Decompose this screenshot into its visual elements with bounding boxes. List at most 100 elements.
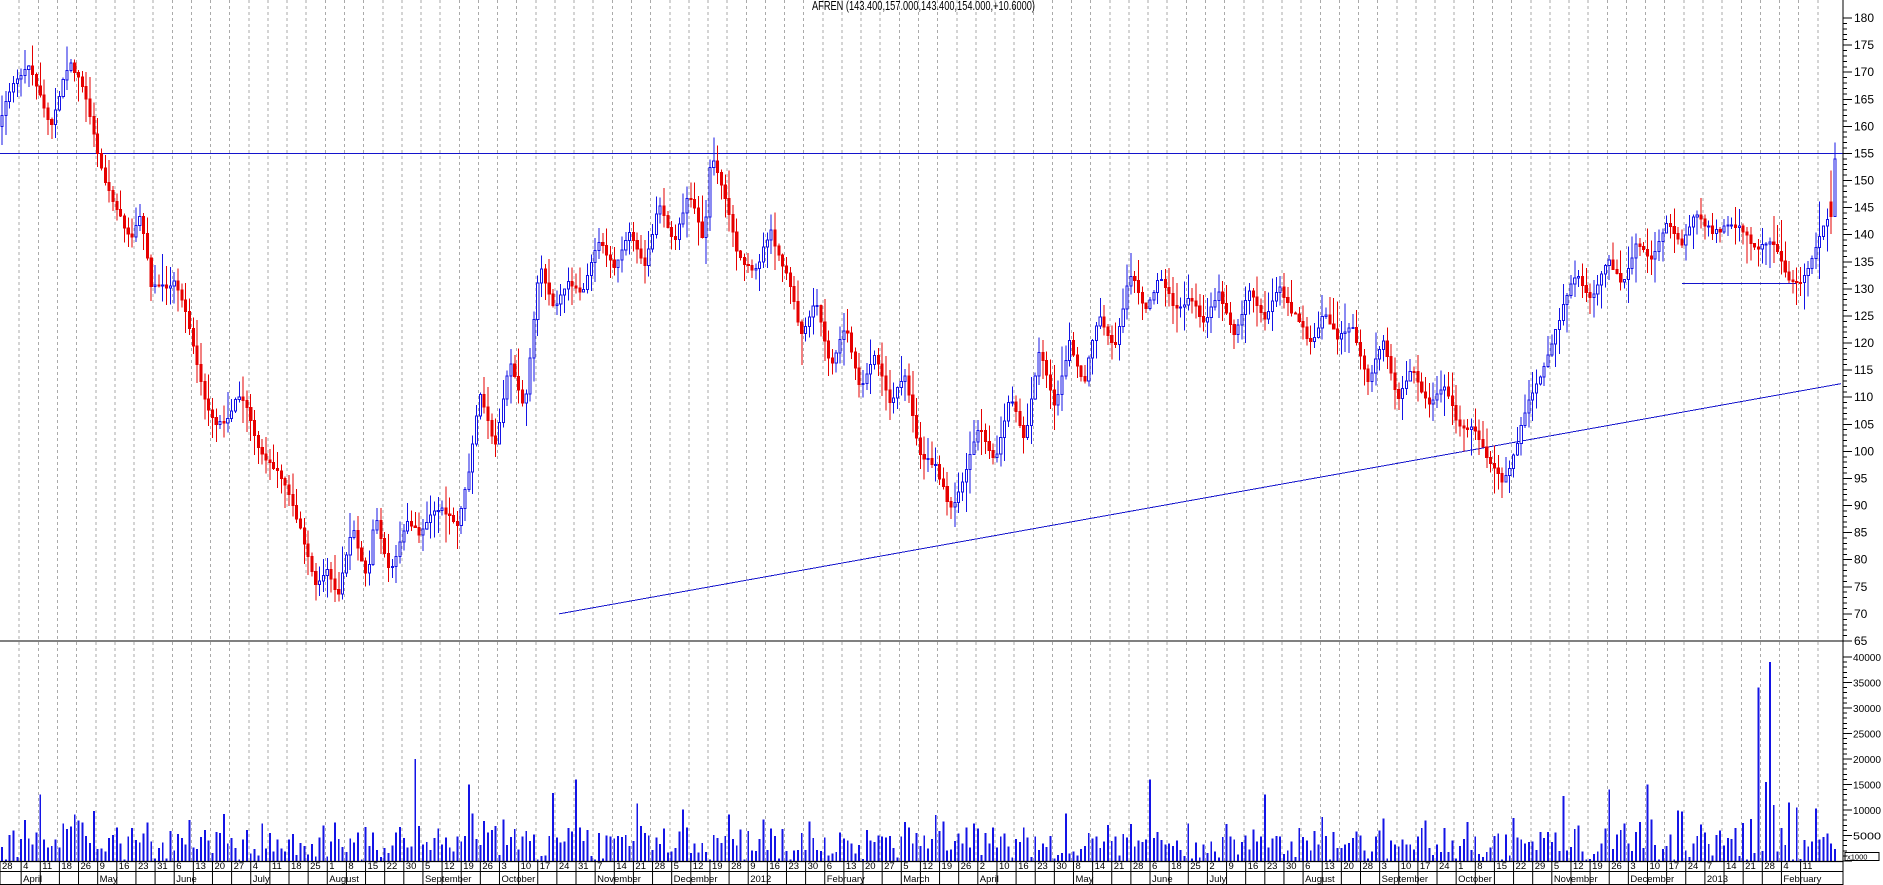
svg-text:8: 8 [1477,861,1482,872]
svg-text:24: 24 [1439,861,1450,872]
svg-text:13: 13 [1324,861,1335,872]
svg-text:19: 19 [1592,861,1603,872]
svg-text:28: 28 [731,861,742,872]
svg-text:April: April [980,874,999,885]
svg-text:August: August [1305,874,1335,885]
svg-text:20: 20 [865,861,876,872]
svg-text:24: 24 [1688,861,1699,872]
svg-text:10: 10 [1649,861,1660,872]
svg-text:15: 15 [1496,861,1507,872]
svg-text:April: April [23,874,42,885]
svg-text:95: 95 [1854,471,1868,485]
svg-text:7: 7 [1707,861,1712,872]
svg-text:AFREN (143.400,157.000,143.400: AFREN (143.400,157.000,143.400,154.000,+… [812,0,1035,13]
svg-text:27: 27 [884,861,895,872]
svg-text:24: 24 [559,861,570,872]
svg-text:6: 6 [176,861,181,872]
svg-text:18: 18 [61,861,72,872]
svg-text:4: 4 [253,861,258,872]
svg-text:September: September [1382,874,1428,885]
svg-text:27: 27 [234,861,245,872]
svg-text:160: 160 [1854,119,1874,133]
svg-text:5000: 5000 [1853,831,1881,843]
svg-text:80: 80 [1854,553,1868,567]
svg-text:26: 26 [1611,861,1622,872]
svg-text:31: 31 [157,861,168,872]
svg-text:21: 21 [1745,861,1756,872]
svg-text:9: 9 [100,861,105,872]
svg-text:11: 11 [1803,861,1813,872]
svg-text:3: 3 [1630,861,1635,872]
svg-text:10000: 10000 [1853,805,1881,817]
svg-text:13: 13 [846,861,857,872]
svg-text:20: 20 [214,861,225,872]
svg-text:110: 110 [1854,390,1873,404]
svg-text:31: 31 [578,861,589,872]
svg-text:9: 9 [1229,861,1234,872]
svg-text:16: 16 [1018,861,1029,872]
svg-text:21: 21 [1114,861,1125,872]
svg-text:70: 70 [1854,607,1868,621]
svg-text:28: 28 [2,861,13,872]
svg-text:23: 23 [788,861,799,872]
svg-text:155: 155 [1854,146,1874,160]
svg-text:15: 15 [368,861,379,872]
svg-text:135: 135 [1854,255,1874,269]
svg-text:July: July [1209,874,1226,885]
svg-text:20000: 20000 [1853,754,1881,766]
svg-text:13: 13 [195,861,206,872]
svg-text:14: 14 [616,861,627,872]
svg-text:85: 85 [1854,526,1868,540]
svg-text:8: 8 [348,861,353,872]
svg-text:28: 28 [1133,861,1144,872]
svg-text:16: 16 [769,861,780,872]
svg-text:17: 17 [1420,861,1431,872]
svg-text:120: 120 [1854,336,1874,350]
svg-text:10: 10 [521,861,532,872]
svg-text:1: 1 [1458,861,1463,872]
svg-text:115: 115 [1854,363,1873,377]
svg-text:June: June [1152,874,1173,885]
svg-text:4: 4 [1783,861,1788,872]
svg-text:170: 170 [1854,65,1874,79]
svg-text:19: 19 [712,861,723,872]
svg-text:75: 75 [1854,580,1868,594]
svg-text:15000: 15000 [1853,780,1881,792]
svg-text:7: 7 [597,861,602,872]
svg-text:23: 23 [1267,861,1278,872]
svg-text:10: 10 [999,861,1010,872]
svg-text:8: 8 [1075,861,1080,872]
svg-text:100: 100 [1854,444,1874,458]
svg-text:140: 140 [1854,228,1874,242]
svg-text:5: 5 [425,861,430,872]
svg-text:6: 6 [1305,861,1310,872]
svg-text:October: October [1458,874,1492,885]
svg-text:130: 130 [1854,282,1874,296]
svg-text:30: 30 [808,861,819,872]
svg-text:29: 29 [1535,861,1546,872]
svg-text:June: June [176,874,197,885]
svg-text:28: 28 [1362,861,1373,872]
svg-text:25: 25 [310,861,321,872]
svg-text:180: 180 [1854,11,1874,25]
svg-text:12: 12 [922,861,933,872]
svg-text:12: 12 [693,861,704,872]
svg-text:2: 2 [1209,861,1214,872]
svg-text:March: March [903,874,929,885]
svg-text:26: 26 [961,861,972,872]
svg-text:105: 105 [1854,417,1874,431]
svg-text:125: 125 [1854,309,1874,323]
svg-text:18: 18 [291,861,302,872]
svg-text:6: 6 [1152,861,1157,872]
svg-text:5: 5 [674,861,679,872]
svg-text:20: 20 [1343,861,1354,872]
svg-text:6: 6 [827,861,832,872]
svg-text:10: 10 [1401,861,1412,872]
svg-text:22: 22 [1516,861,1527,872]
svg-text:175: 175 [1854,38,1874,52]
svg-text:19: 19 [942,861,953,872]
svg-text:40000: 40000 [1853,652,1881,664]
svg-text:30: 30 [1056,861,1067,872]
svg-text:August: August [329,874,359,885]
svg-text:17: 17 [1669,861,1680,872]
